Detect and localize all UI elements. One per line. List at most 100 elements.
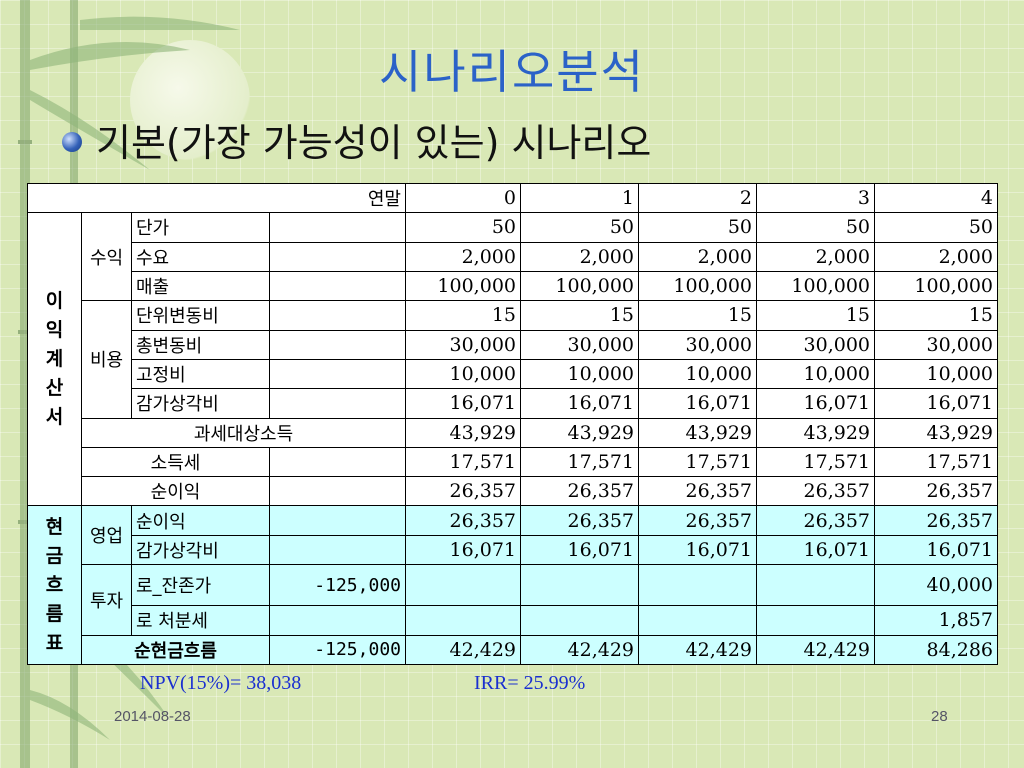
row-label-salvage-tax: 로 처분세 (131, 605, 270, 636)
table-cell: 16,071 (405, 534, 521, 566)
row-label-cf-depreciation: 감가상각비 (131, 534, 270, 566)
table-row: 감가상각비 16,071 16,071 16,071 16,071 16,071 (28, 388, 998, 419)
row-label-sales: 매출 (131, 270, 270, 302)
table-cell (269, 505, 406, 536)
table-cell: 26,357 (638, 505, 757, 536)
table-cell: 26,357 (638, 476, 757, 507)
table-cell: 42,429 (756, 634, 875, 666)
table-cell: 2,000 (638, 241, 757, 272)
table-cell: 100,000 (638, 270, 757, 302)
table-cell: 15 (405, 300, 521, 331)
table-cell: 16,071 (756, 534, 875, 566)
table-cell: 43,929 (874, 417, 998, 448)
table-cell: 43,929 (756, 417, 875, 448)
table-cell (269, 534, 406, 566)
table-cell: 15 (520, 300, 639, 331)
table-cell: 16,071 (405, 388, 521, 419)
table-cell (638, 605, 757, 636)
page-number: 28 (931, 708, 948, 725)
table-cell: 30,000 (520, 329, 639, 360)
table-cell: 26,357 (520, 505, 639, 536)
bullet-icon (62, 132, 82, 152)
table-cell: 17,571 (520, 446, 639, 478)
table-cell: 17,571 (405, 446, 521, 478)
table-cell: 84,286 (874, 634, 998, 666)
table-cell (520, 605, 639, 636)
table-cell (269, 388, 406, 419)
table-cell: 43,929 (520, 417, 639, 448)
header-year-cell: 3 (756, 182, 875, 214)
table-cell: 15 (874, 300, 998, 331)
npv-text: NPV(15%)= 38,038 (140, 672, 302, 694)
table-cell (405, 564, 521, 607)
table-cell (269, 476, 406, 507)
table-cell: 26,357 (405, 476, 521, 507)
table-cell: 100,000 (756, 270, 875, 302)
table-cell: 10,000 (874, 358, 998, 390)
table-cell: 10,000 (638, 358, 757, 390)
table-cell: 43,929 (638, 417, 757, 448)
row-label-cf-net-income: 순이익 (131, 505, 270, 536)
table-row: 순이익 26,357 26,357 26,357 26,357 26,357 (28, 476, 998, 507)
header-year-cell: 1 (520, 182, 639, 214)
irr-text: IRR= 25.99% (474, 672, 586, 694)
table-cell: 26,357 (520, 476, 639, 507)
row-label-taxable-income: 과세대상소득 (81, 417, 406, 448)
table-cell: 26,357 (756, 476, 875, 507)
row-label-net-income: 순이익 (81, 476, 270, 507)
table-cell: 2,000 (874, 241, 998, 272)
table-cell: 40,000 (874, 564, 998, 607)
table-cell: 16,071 (638, 534, 757, 566)
table-cell: 16,071 (520, 534, 639, 566)
table-cell (638, 564, 757, 607)
table-cell (269, 241, 406, 272)
table-cell: 50 (520, 212, 639, 243)
table-cell: 17,571 (874, 446, 998, 478)
row-label-net-cash-flow: 순현금흐름 (81, 634, 270, 666)
row-label-unit-variable-cost: 단위변동비 (131, 300, 270, 331)
table-header-row: 연말 0 1 2 3 4 5 (27, 182, 998, 214)
table-cell: 10,000 (520, 358, 639, 390)
table-cell: 16,071 (756, 388, 875, 419)
table-cell: 30,000 (756, 329, 875, 360)
table-cell: 26,357 (874, 505, 998, 536)
table-cell: 42,429 (405, 634, 521, 666)
table-cell: 2,000 (405, 241, 521, 272)
header-year-cell: 2 (638, 182, 757, 214)
table-cell: -125,000 (269, 564, 406, 607)
table-cell (269, 300, 406, 331)
table-cell (405, 605, 521, 636)
table-row: 이 익 계 산 서 수익 단가 50 50 50 50 50 (27, 212, 998, 507)
header-year-label: 연말 (27, 182, 406, 214)
table-cell: 16,071 (874, 388, 998, 419)
table-cell: 26,357 (874, 476, 998, 507)
row-label-unit-price: 단가 (131, 212, 270, 243)
table-cell: 30,000 (405, 329, 521, 360)
table-row: 총변동비 30,000 30,000 30,000 30,000 30,000 (28, 329, 998, 360)
cash-flow-group-label: 현 금 흐 름 표 (27, 505, 82, 665)
table-cell: 42,429 (638, 634, 757, 666)
scenario-table: 연말 0 1 2 3 4 5 이 익 계 산 서 수익 단가 50 50 50 … (27, 182, 998, 666)
table-cell: 17,571 (756, 446, 875, 478)
table-cell: 15 (756, 300, 875, 331)
table-cell: 1,857 (874, 605, 998, 636)
table-row: 감가상각비 16,071 16,071 16,071 16,071 16,071 (28, 534, 998, 566)
table-cell: 2,000 (520, 241, 639, 272)
table-row: 현 금 흐 름 표 영업 순이익 26,357 26,357 26,357 26… (27, 505, 998, 665)
slide-subtitle: 기본(가장 가능성이 있는) 시나리오 (96, 121, 652, 165)
table-cell: 100,000 (520, 270, 639, 302)
table-cell: 100,000 (405, 270, 521, 302)
table-row: 로 처분세 1,857 (28, 605, 998, 636)
footer-date: 2014-08-28 (114, 708, 191, 725)
cost-group-label: 비용 (81, 300, 132, 419)
table-cell: 100,000 (874, 270, 998, 302)
table-cell (756, 564, 875, 607)
table-row: 소득세 17,571 17,571 17,571 17,571 17,571 (28, 446, 998, 478)
table-cell: -125,000 (269, 634, 406, 666)
table-row: 매출 100,000 100,000 100,000 100,000 100,0… (28, 270, 998, 302)
table-cell: 10,000 (756, 358, 875, 390)
table-cell: 42,429 (520, 634, 639, 666)
table-row: 고정비 10,000 10,000 10,000 10,000 10,000 (28, 358, 998, 390)
moon-decoration (130, 40, 250, 160)
table-cell: 16,071 (874, 534, 998, 566)
